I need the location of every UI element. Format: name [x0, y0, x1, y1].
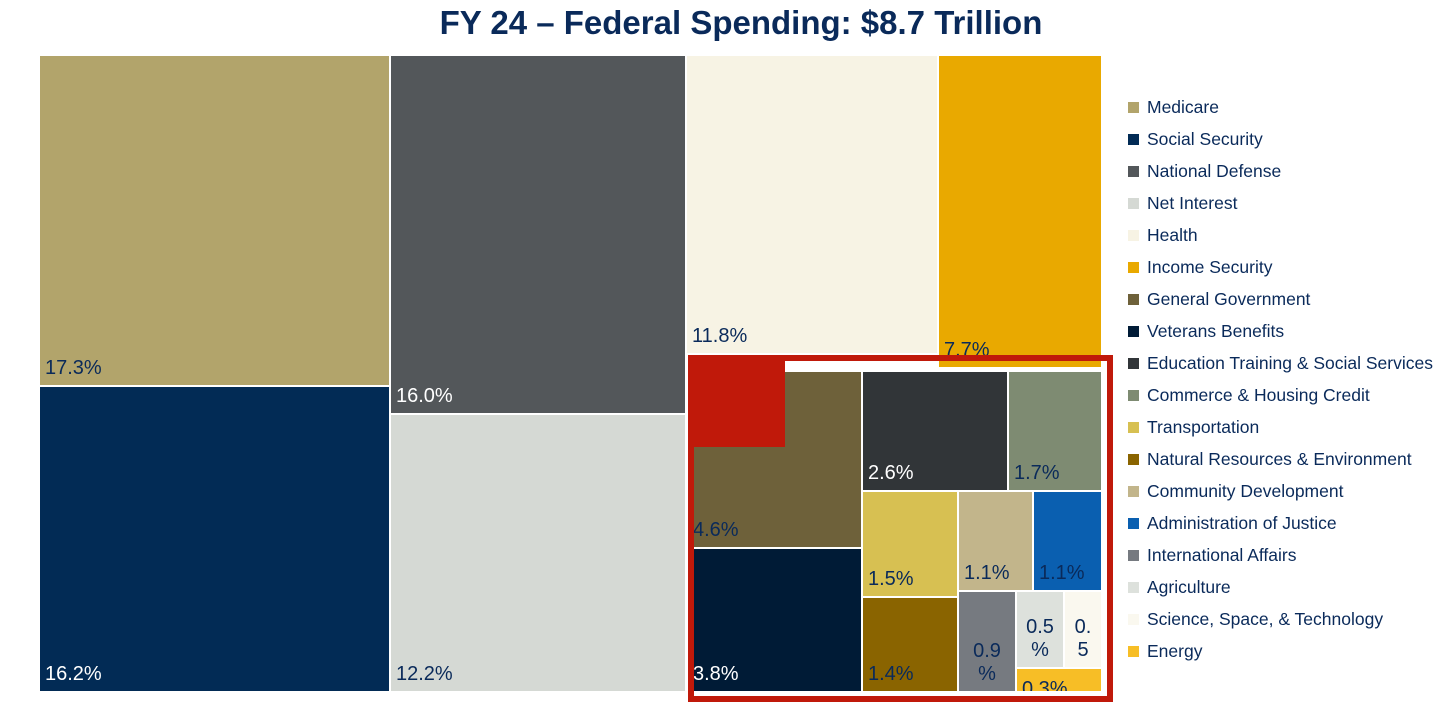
legend-item-natural-resources-environment: Natural Resources & Environment [1128, 443, 1433, 475]
legend-label: Science, Space, & Technology [1147, 608, 1384, 629]
legend-item-national-defense: National Defense [1128, 155, 1433, 187]
tile-income-security: 7.7% [939, 56, 1103, 369]
legend-label: Commerce & Housing Credit [1147, 384, 1370, 405]
tile-social-security: 16.2% [40, 387, 391, 693]
legend-swatch [1128, 101, 1139, 113]
tile-education-training-social-services: 2.6% [863, 372, 1009, 492]
data-label: 12.2% [396, 663, 453, 685]
legend-swatch [1128, 517, 1139, 529]
legend-item-science-space-technology: Science, Space, & Technology [1128, 603, 1433, 635]
legend-swatch [1128, 261, 1139, 273]
tile-health: 11.8% [687, 56, 939, 355]
legend-label: Income Security [1147, 256, 1273, 277]
legend-swatch [1128, 485, 1139, 497]
tile-transportation: 1.5% [863, 492, 959, 598]
legend-swatch [1128, 549, 1139, 561]
data-label: 1.7% [1014, 462, 1060, 484]
tile-energy: 0.3% [1017, 669, 1103, 693]
legend-label: Natural Resources & Environment [1147, 448, 1412, 469]
legend-label: Social Security [1147, 128, 1263, 149]
legend-item-commerce-housing-credit: Commerce & Housing Credit [1128, 379, 1433, 411]
highlight-corner [694, 361, 785, 447]
data-label: 4.6% [693, 519, 739, 541]
tile-natural-resources-environment: 1.4% [863, 598, 959, 693]
legend-item-health: Health [1128, 219, 1433, 251]
legend-swatch [1128, 613, 1139, 625]
legend-swatch [1128, 229, 1139, 241]
tile-veterans-benefits: 3.8% [688, 549, 863, 693]
data-label: 7.7% [944, 339, 990, 361]
legend-label: Agriculture [1147, 576, 1231, 597]
legend-swatch [1128, 389, 1139, 401]
legend-label: Community Development [1147, 480, 1344, 501]
legend-label: Net Interest [1147, 192, 1238, 213]
data-label: 1.1% [964, 562, 1010, 584]
legend-label: International Affairs [1147, 544, 1297, 565]
chart-title: FY 24 – Federal Spending: $8.7 Trillion [439, 4, 1043, 41]
legend-swatch [1128, 293, 1139, 305]
legend-swatch [1128, 133, 1139, 145]
legend-item-medicare: Medicare [1128, 91, 1433, 123]
data-label: 0.3% [1022, 678, 1068, 693]
data-label: 0.5% [1026, 616, 1054, 661]
data-label: 16.2% [45, 663, 102, 685]
data-label: 0.9% [973, 640, 1001, 685]
legend-item-net-interest: Net Interest [1128, 187, 1433, 219]
legend-item-veterans-benefits: Veterans Benefits [1128, 315, 1433, 347]
data-label: 1.4% [868, 663, 914, 685]
legend-item-administration-of-justice: Administration of Justice [1128, 507, 1433, 539]
legend-swatch [1128, 357, 1139, 369]
legend-item-community-development: Community Development [1128, 475, 1433, 507]
data-label: 17.3% [45, 357, 102, 379]
legend-label: General Government [1147, 288, 1311, 309]
legend: Medicare Social Security National Defense N… [1128, 91, 1433, 667]
data-label: 0. 5 [1074, 616, 1092, 661]
legend-item-social-security: Social Security [1128, 123, 1433, 155]
tile-administration-of-justice: 1.1% [1034, 492, 1103, 592]
tile-national-defense: 16.0% [391, 56, 687, 415]
tile-net-interest: 12.2% [391, 415, 687, 693]
tile-agriculture: 0.5% [1017, 592, 1065, 669]
legend-label: National Defense [1147, 160, 1282, 181]
legend-label: Transportation [1147, 416, 1260, 437]
legend-item-general-government: General Government [1128, 283, 1433, 315]
legend-swatch [1128, 581, 1139, 593]
legend-item-education-training-social-services: Education Training & Social Services [1128, 347, 1433, 379]
legend-label: Health [1147, 224, 1198, 245]
data-label: 3.8% [693, 663, 739, 685]
tile-science-space-technology: 0. 5 [1065, 592, 1103, 669]
legend-label: Energy [1147, 640, 1203, 661]
tile-community-development: 1.1% [959, 492, 1034, 592]
data-label: 11.8% [692, 325, 748, 347]
data-label: 1.1% [1039, 562, 1085, 584]
legend-swatch [1128, 165, 1139, 177]
data-label: 16.0% [396, 385, 453, 407]
data-label: 2.6% [868, 462, 914, 484]
legend-item-international-affairs: International Affairs [1128, 539, 1433, 571]
legend-label: Education Training & Social Services [1147, 352, 1433, 373]
data-label: 1.5% [868, 568, 914, 590]
legend-label: Medicare [1147, 96, 1219, 117]
legend-item-energy: Energy [1128, 635, 1433, 667]
legend-swatch [1128, 421, 1139, 433]
legend-swatch [1128, 645, 1139, 657]
legend-label: Veterans Benefits [1147, 320, 1285, 341]
legend-label: Administration of Justice [1147, 512, 1337, 533]
tile-medicare: 17.3% [40, 56, 391, 387]
legend-swatch [1128, 325, 1139, 337]
tile-commerce-housing-credit: 1.7% [1009, 372, 1103, 492]
legend-item-income-security: Income Security [1128, 251, 1433, 283]
legend-swatch [1128, 453, 1139, 465]
legend-item-transportation: Transportation [1128, 411, 1433, 443]
legend-item-agriculture: Agriculture [1128, 571, 1433, 603]
tile-international-affairs: 0.9% [959, 592, 1017, 693]
legend-swatch [1128, 197, 1139, 209]
